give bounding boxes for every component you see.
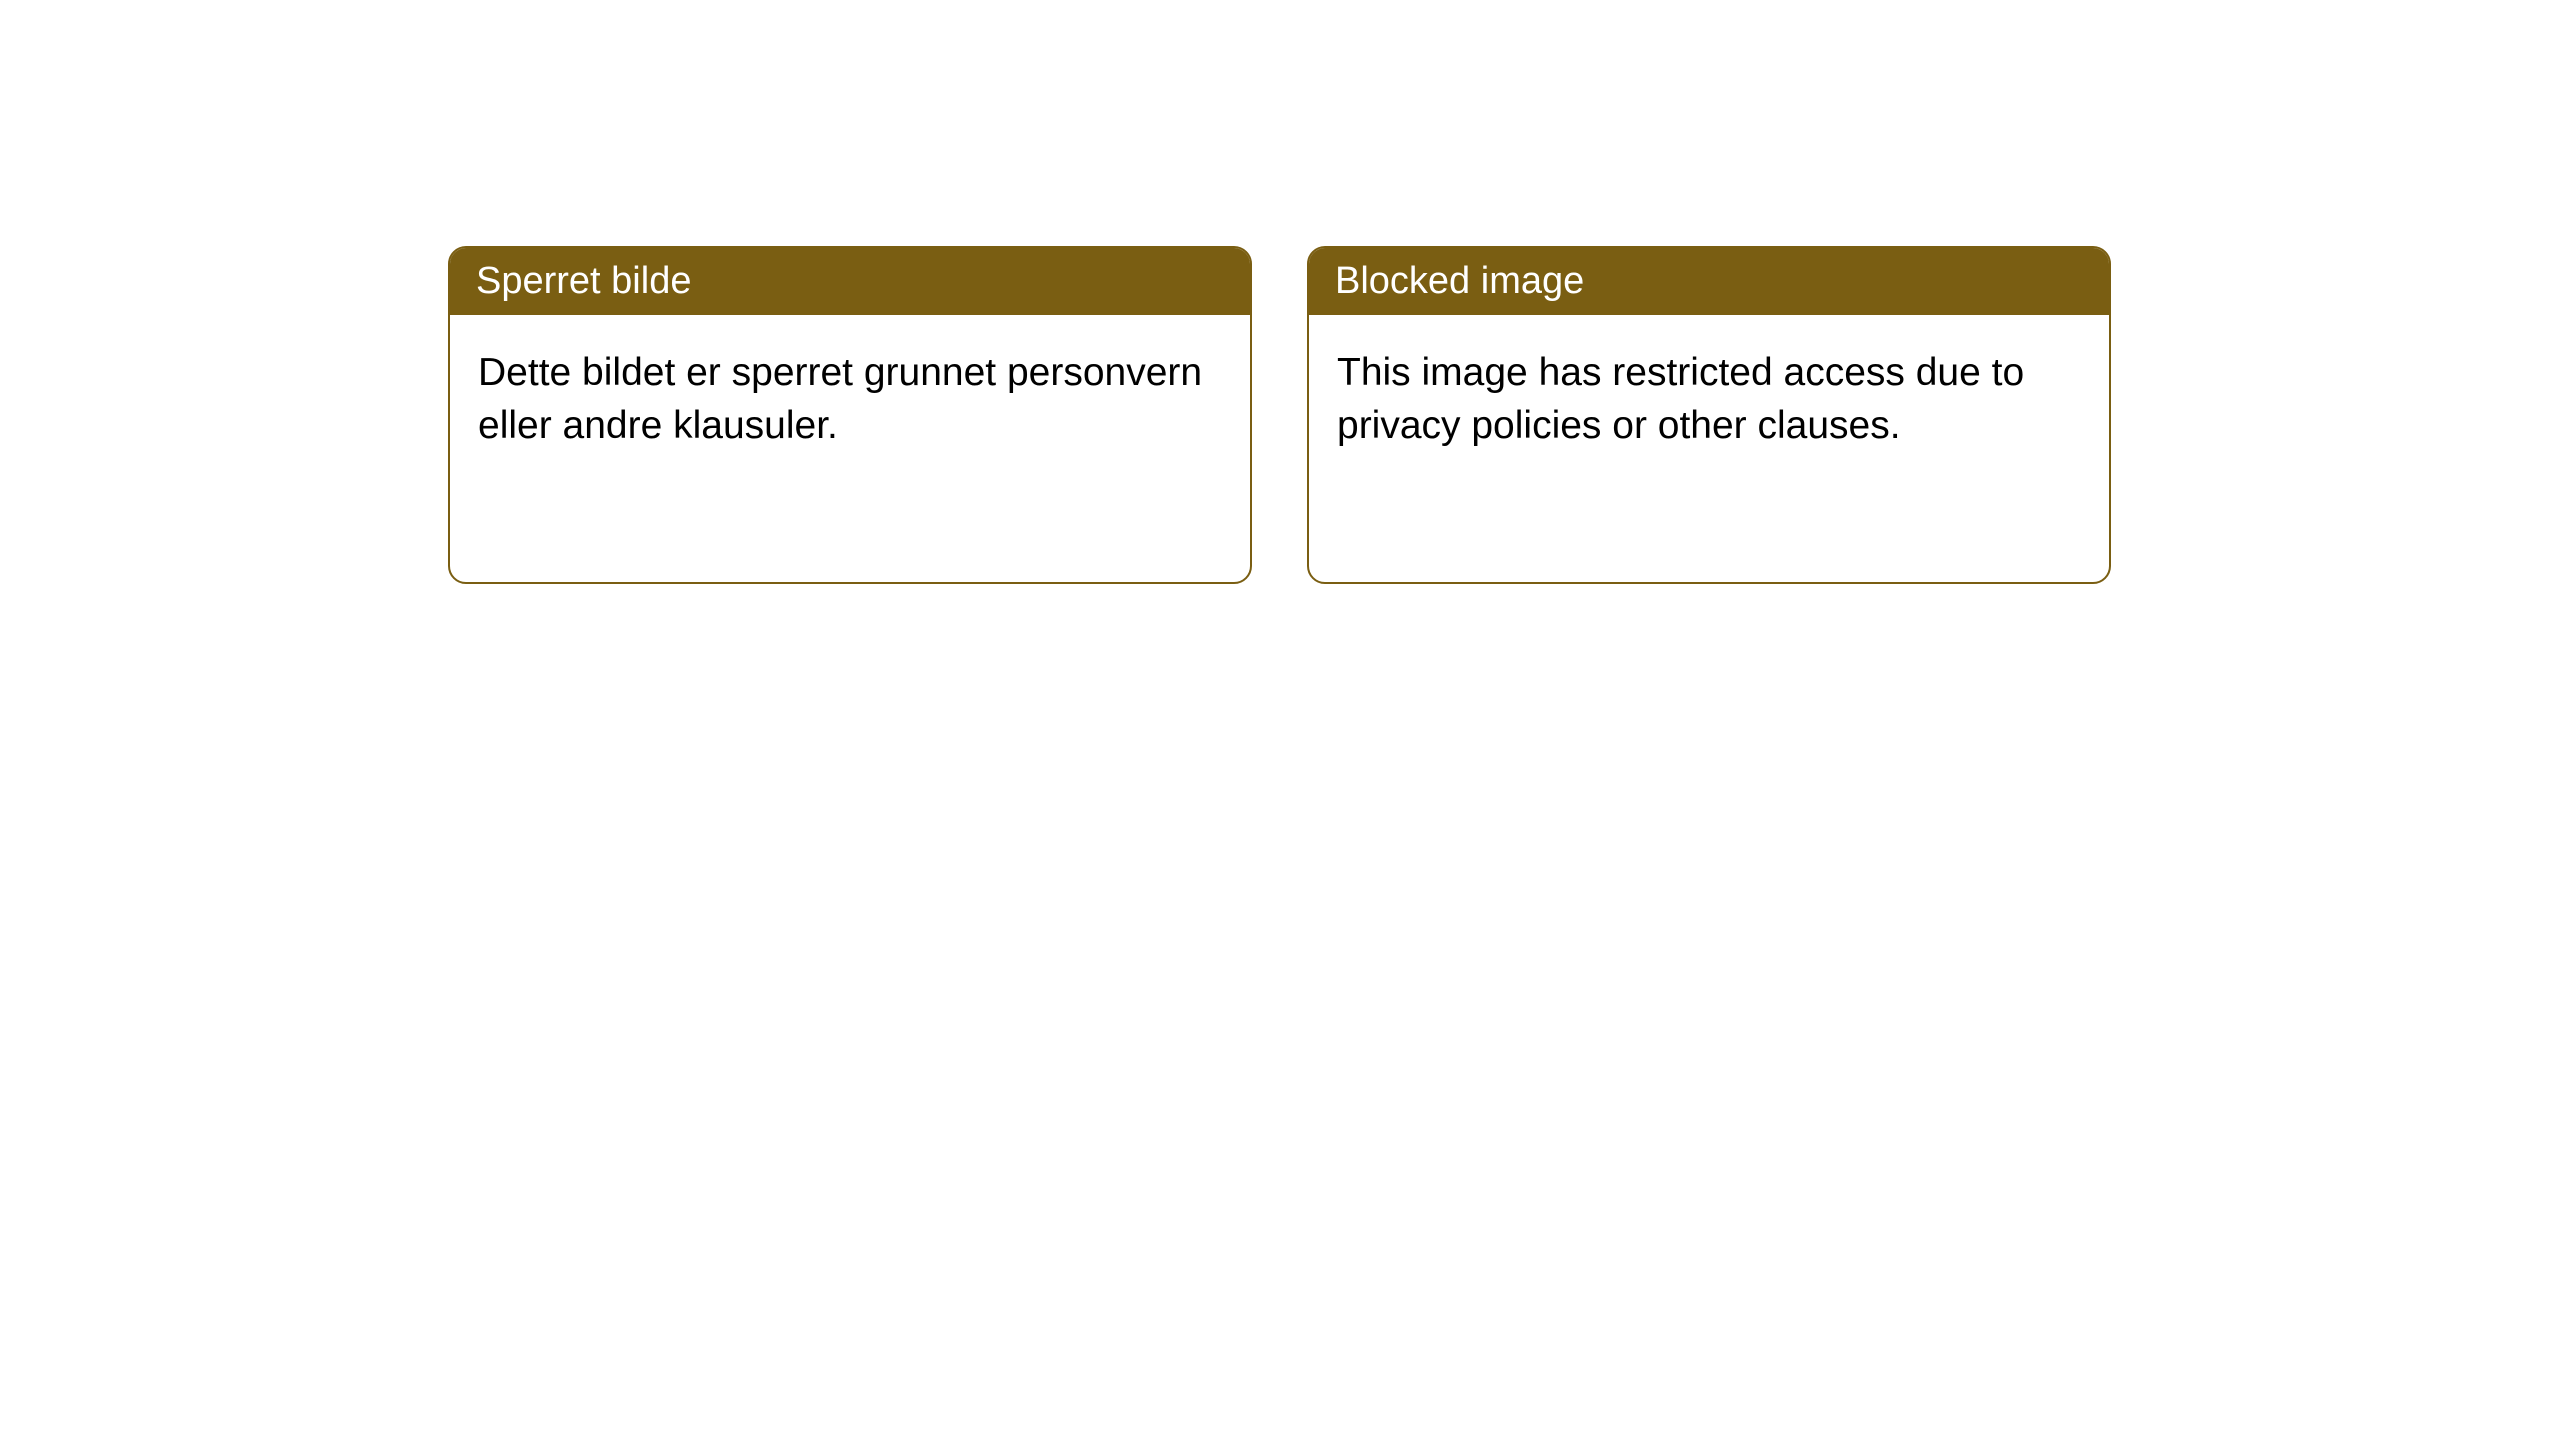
notice-card-norwegian: Sperret bilde Dette bildet er sperret gr… xyxy=(448,246,1252,584)
notice-cards-container: Sperret bilde Dette bildet er sperret gr… xyxy=(448,246,2560,584)
notice-card-english: Blocked image This image has restricted … xyxy=(1307,246,2111,584)
card-header: Sperret bilde xyxy=(450,248,1250,315)
card-body-text: Dette bildet er sperret grunnet personve… xyxy=(478,351,1202,447)
card-body: This image has restricted access due to … xyxy=(1309,315,2109,484)
card-body-text: This image has restricted access due to … xyxy=(1337,351,2024,447)
card-header: Blocked image xyxy=(1309,248,2109,315)
card-body: Dette bildet er sperret grunnet personve… xyxy=(450,315,1250,484)
card-title: Blocked image xyxy=(1335,260,1584,302)
card-title: Sperret bilde xyxy=(476,260,691,302)
